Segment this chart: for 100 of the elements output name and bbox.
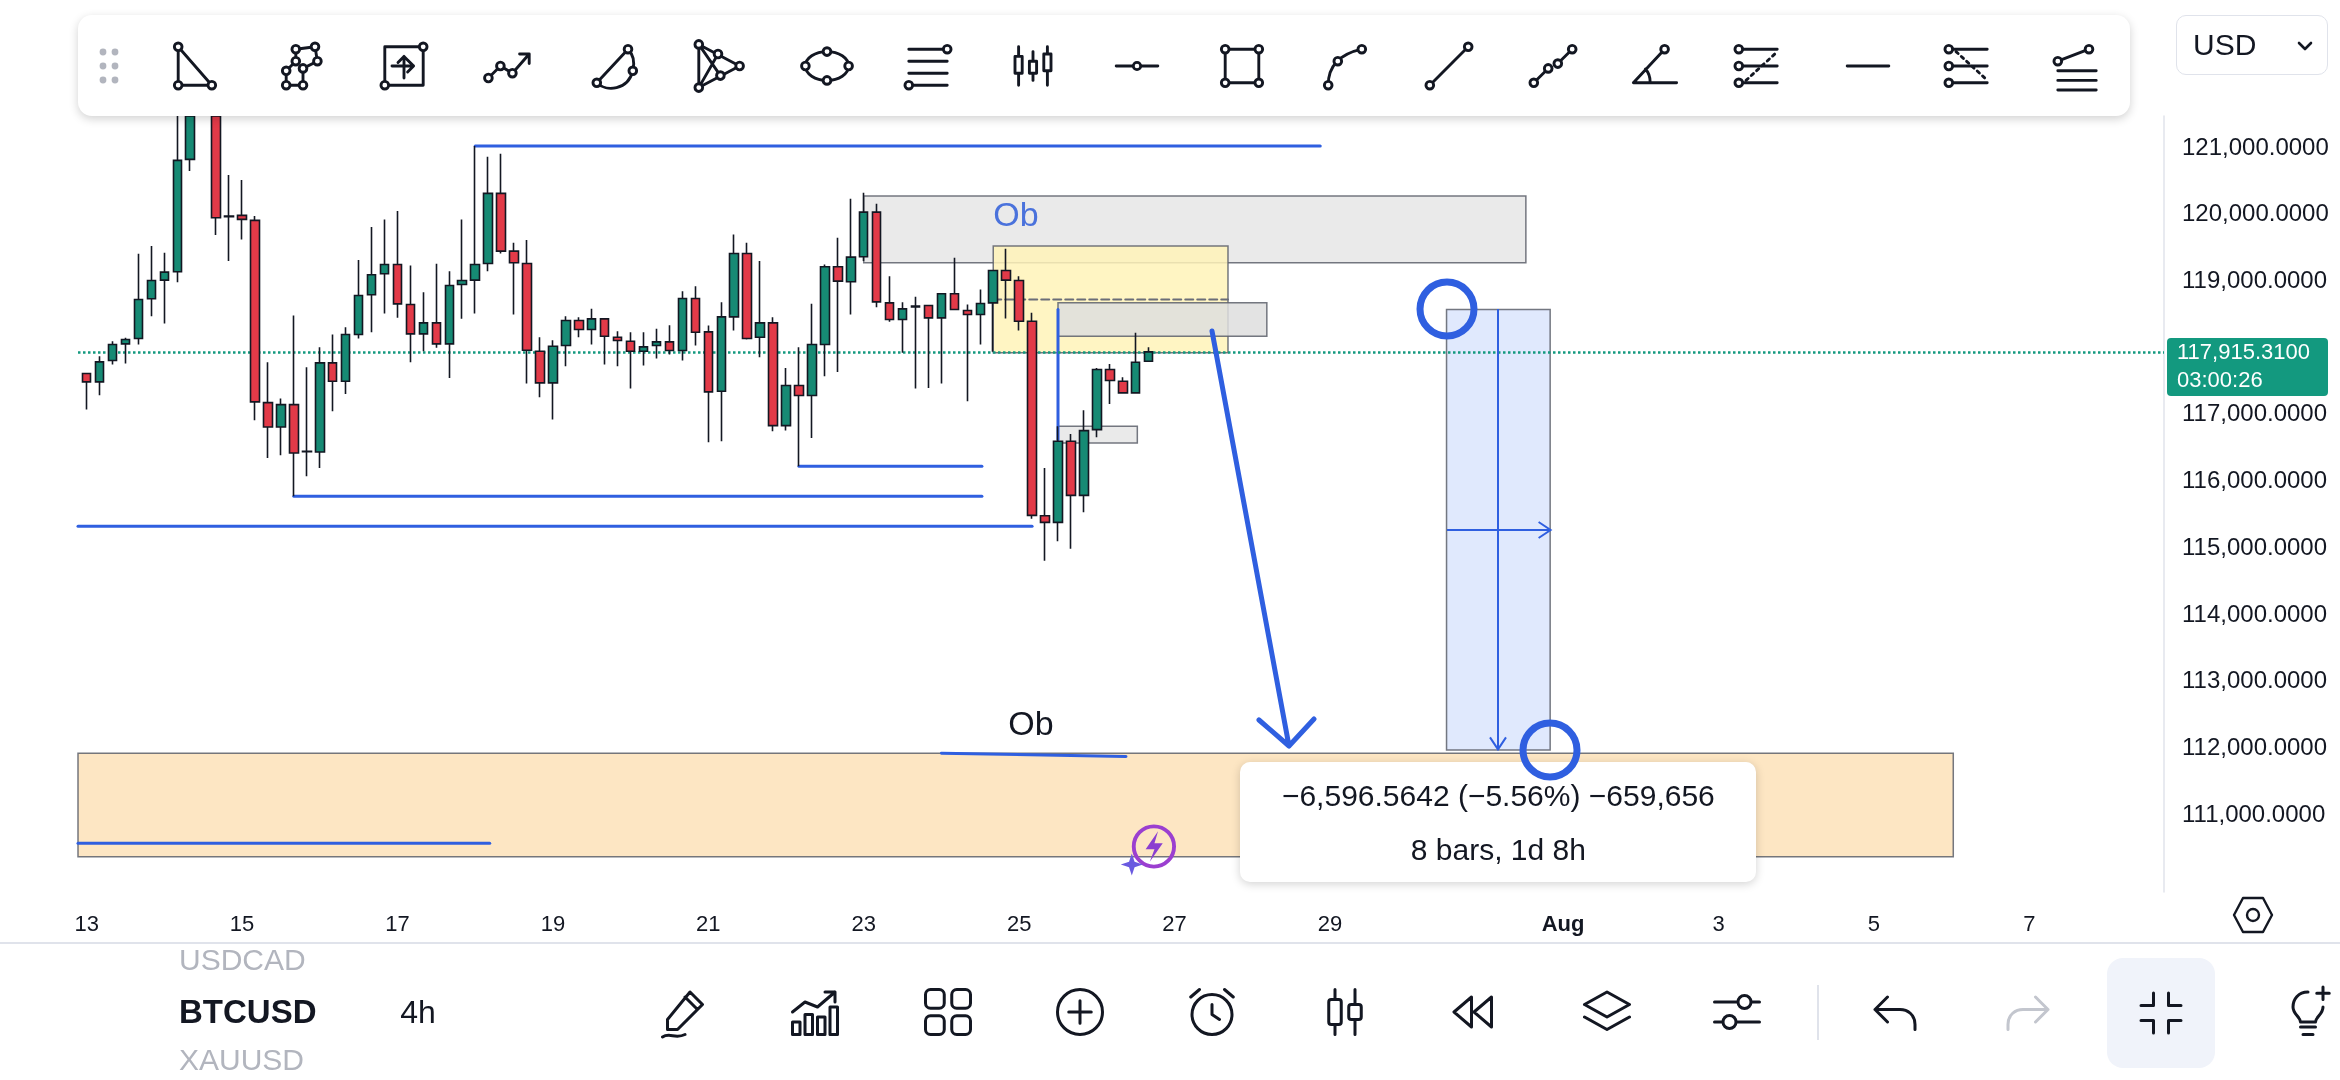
candlestick [780,367,792,432]
candlestick [728,233,740,332]
candlestick [638,331,649,367]
candlestick [612,330,623,368]
x-tick-label: 25 [1006,910,1032,936]
candlestick [223,174,235,262]
candlestick [456,218,468,320]
x-tick-label: 5 [1867,910,1881,936]
annotation: 8 bars, 1d 8h [1410,832,1586,868]
x-tick-label: 29 [1317,910,1343,936]
candlestick [599,317,610,366]
candlestick [444,270,455,379]
candlestick [690,285,701,347]
candlestick [392,210,403,319]
candlestick [806,303,818,439]
candlestick [482,155,494,272]
candlestick [1000,247,1012,320]
x-tick-label: 13 [74,910,99,936]
candlestick [418,291,429,352]
candlestick [288,314,300,498]
candlestick [819,263,831,378]
candlestick [262,361,274,459]
y-tick-label: 112,000.0000 [2182,733,2328,761]
candlestick [495,152,507,255]
candlestick [987,269,999,353]
candlestick [664,324,675,356]
y-tick-label: 117,000.0000 [2182,399,2328,427]
candlestick [949,256,960,311]
annotation: Ob [993,195,1039,235]
x-tick-label: 7 [2023,910,2036,936]
text: XAUUSD [179,1042,305,1078]
y-tick-label: 114,000.0000 [2182,599,2328,627]
y-tick-label: 116,000.0000 [2182,466,2328,494]
candlestick [910,296,921,390]
candlestick [1013,275,1025,332]
annotation: Ob [1008,704,1054,744]
candlestick [469,145,481,315]
candlestick [1065,433,1077,550]
y-tick-label: 115,000.0000 [2182,532,2328,560]
candlestick [1091,367,1103,439]
text: BTCUSD [179,993,317,1031]
y-tick-label: 111,000.0000 [2182,799,2326,827]
candlestick [405,264,416,364]
x-tick-label: 21 [696,910,721,936]
x-tick-label: Aug [1541,910,1585,936]
candlestick [962,303,973,403]
candlestick [353,259,364,340]
candlestick [716,301,727,443]
y-tick-label: 119,000.0000 [2182,265,2328,293]
candlestick [871,202,882,308]
candlestick [793,346,805,468]
candlestick [767,316,779,433]
candlestick [936,293,947,385]
candlestick [845,197,857,316]
y-tick-label: 120,000.0000 [2182,199,2329,227]
candlestick [340,326,351,395]
candlestick [547,339,559,421]
candlestick [1078,409,1090,514]
candlestick [314,346,326,469]
x-tick-label: 17 [385,910,410,936]
candlestick [754,260,766,359]
candlestick [301,366,313,478]
dropdown: USD [2176,15,2328,75]
x-tick-label: 27 [1162,910,1187,936]
candlestick [1117,376,1129,394]
candlestick [1026,312,1038,520]
candlestick [534,336,546,399]
candlestick [625,331,636,390]
x-tick-label: 23 [851,910,876,936]
candlestick [521,239,533,385]
candlestick [1143,346,1154,363]
candlestick [1104,363,1116,405]
candlestick [431,262,442,349]
candlestick [858,191,869,262]
candlestick [832,236,844,373]
candlestick [884,275,895,323]
info-card: −6,596.5642 (−5.56%) −659,656 8 bars, 1d 8h [1240,761,1757,882]
candlestick [1039,467,1051,562]
candlestick [366,226,377,333]
candlestick [573,316,585,338]
candlestick [236,179,248,241]
candlestick [379,218,390,315]
candlestick [651,328,662,360]
candlestick [677,290,688,362]
price-tag: 117,915.3100 03:00:26 [2167,337,2328,396]
x-tick-label: 3 [1712,910,1725,936]
y-tick-label: 121,000.0000 [2182,132,2329,160]
candlestick [586,308,597,346]
text: 4h [400,993,436,1031]
candlestick [560,315,572,368]
candlestick [275,397,287,457]
candlestick [975,288,986,346]
candlestick [249,215,261,422]
x-tick-label: 19 [540,910,566,936]
candlestick [703,324,714,444]
text: USDCAD [179,942,306,978]
candlestick [327,333,338,413]
y-tick-label: 113,000.0000 [2182,666,2328,694]
candlestick [923,304,934,389]
ref-line-label: 117,915.3100 [2177,339,2310,365]
